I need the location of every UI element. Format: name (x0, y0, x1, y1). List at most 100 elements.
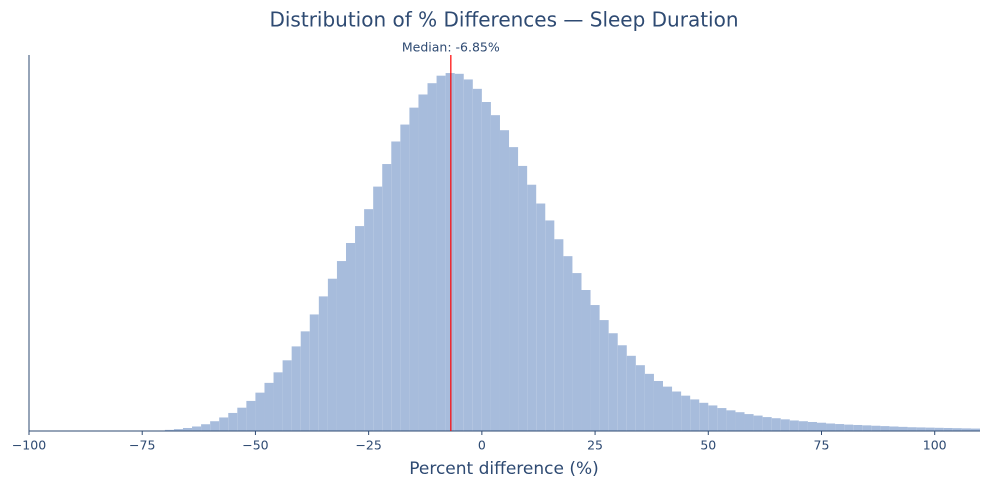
bar (590, 305, 600, 431)
bar (762, 417, 772, 431)
bar (391, 141, 401, 432)
bar (201, 424, 211, 431)
x-tick-label: −25 (355, 438, 381, 453)
bar (400, 124, 410, 431)
bar (617, 345, 627, 431)
x-tick-label: −50 (242, 438, 268, 453)
bar (173, 429, 183, 431)
chart-title: Distribution of % Differences — Sleep Du… (269, 8, 738, 32)
bar (436, 75, 446, 432)
x-tick-label: 50 (700, 438, 716, 453)
bar (346, 243, 356, 431)
bar (690, 399, 700, 431)
bar (463, 79, 473, 431)
bar (871, 425, 881, 431)
bar (608, 333, 618, 431)
bar (916, 427, 926, 431)
bar (907, 427, 917, 431)
bar (228, 412, 238, 431)
bar (409, 107, 419, 431)
x-tick-label: 100 (923, 438, 947, 453)
bar (735, 412, 745, 431)
bar (282, 360, 292, 431)
bar (472, 88, 482, 431)
bar (699, 402, 709, 431)
bar (844, 424, 854, 431)
bar (264, 382, 274, 431)
bar (237, 407, 247, 431)
bar (626, 355, 636, 431)
bar (382, 164, 392, 432)
bar (572, 273, 582, 431)
x-tick-label: 75 (814, 438, 830, 453)
bar (934, 427, 944, 431)
bar (816, 422, 827, 431)
bar (210, 421, 220, 431)
bar (653, 380, 663, 431)
bar (708, 405, 718, 431)
bar (418, 94, 428, 431)
bar (862, 425, 872, 431)
bar (961, 428, 971, 431)
bar (835, 424, 845, 431)
bar (771, 418, 781, 431)
bar (255, 392, 265, 431)
bar (898, 426, 908, 431)
bar (798, 421, 808, 431)
bar (545, 220, 555, 431)
bar (355, 226, 365, 431)
bar (336, 261, 346, 431)
bar (182, 427, 193, 431)
bar (445, 73, 455, 431)
bar (164, 429, 174, 431)
bar (192, 426, 202, 431)
bar (509, 147, 519, 431)
bar (364, 209, 374, 431)
bar (563, 256, 573, 431)
bar (518, 165, 528, 432)
bar (291, 346, 301, 431)
bar (826, 423, 836, 431)
bar (717, 408, 727, 431)
bar (744, 414, 754, 431)
bar (527, 184, 537, 431)
bar (246, 400, 256, 431)
x-tick-label: 25 (587, 438, 603, 453)
bar (753, 415, 763, 431)
bar (635, 365, 645, 431)
bar (327, 278, 337, 431)
bar (853, 424, 863, 431)
bar (943, 427, 953, 431)
bar (427, 83, 437, 431)
bar (454, 73, 464, 432)
bar (481, 102, 491, 431)
bar (599, 320, 609, 431)
bar (672, 391, 682, 431)
bar (300, 331, 310, 431)
bar (681, 395, 691, 431)
bar (309, 314, 319, 431)
x-tick-label: −75 (129, 438, 155, 453)
bar (219, 417, 229, 431)
median-label: Median: -6.85% (402, 40, 500, 55)
bar (925, 427, 935, 431)
bar (373, 186, 383, 431)
bar (789, 420, 799, 431)
bar (644, 373, 654, 431)
x-axis-label: Percent difference (%) (409, 459, 599, 479)
x-tick-label: −100 (12, 438, 46, 453)
bar (318, 296, 328, 431)
bar (726, 410, 736, 431)
bar (499, 130, 510, 431)
bar (807, 421, 817, 431)
bar (780, 419, 790, 431)
bar (490, 115, 500, 431)
bar (663, 386, 673, 431)
bar (889, 426, 899, 431)
bar (273, 372, 283, 431)
bar (536, 203, 546, 431)
bar (880, 426, 890, 431)
bar (554, 239, 564, 431)
bar (952, 428, 962, 431)
